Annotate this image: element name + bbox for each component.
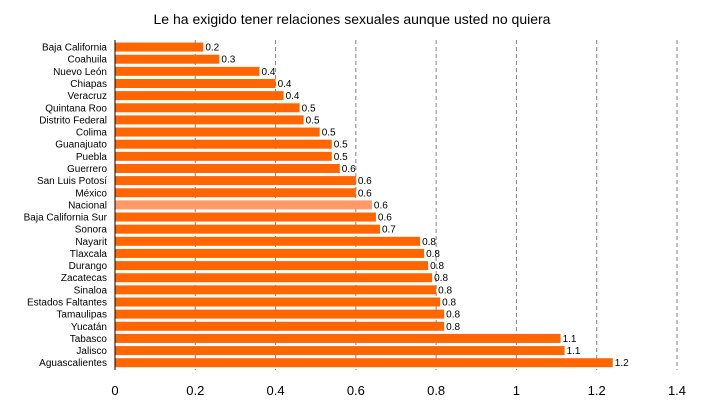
- category-label-1: Coahuila: [68, 55, 108, 66]
- value-label-22: 0.8: [446, 310, 460, 321]
- category-label-18: Durango: [69, 261, 108, 272]
- category-label-6: Distrito Federal: [39, 115, 107, 126]
- category-label-13: Nacional: [68, 200, 107, 211]
- bar-19: [115, 273, 433, 283]
- x-tick-label-6: 1.2: [588, 383, 606, 398]
- category-label-17: Tlaxcala: [70, 249, 108, 260]
- value-label-8: 0.5: [334, 140, 348, 151]
- bar-23: [115, 321, 445, 331]
- bar-17: [115, 248, 425, 258]
- category-label-7: Colima: [76, 128, 108, 139]
- bar-12: [115, 188, 356, 198]
- bar-8: [115, 139, 332, 149]
- value-label-12: 0.6: [358, 188, 372, 199]
- bar-15: [115, 224, 380, 234]
- value-label-0: 0.2: [205, 43, 219, 54]
- category-label-0: Baja California: [42, 43, 107, 54]
- bar-24: [115, 333, 561, 343]
- bars: [115, 42, 613, 368]
- category-label-22: Tamaulipas: [56, 310, 107, 321]
- category-label-9: Puebla: [76, 152, 108, 163]
- bar-9: [115, 151, 332, 161]
- value-label-3: 0.4: [278, 79, 292, 90]
- bar-1: [115, 54, 220, 64]
- value-label-21: 0.8: [442, 298, 456, 309]
- category-label-24: Tabasco: [70, 334, 108, 345]
- value-label-10: 0.6: [342, 164, 356, 175]
- value-label-7: 0.5: [322, 128, 336, 139]
- bar-21: [115, 297, 441, 307]
- value-label-18: 0.8: [430, 261, 444, 272]
- x-tick-label-5: 1: [513, 383, 520, 398]
- bar-18: [115, 261, 429, 271]
- value-label-23: 0.8: [446, 322, 460, 333]
- category-label-23: Yucatán: [71, 322, 107, 333]
- value-label-4: 0.4: [286, 91, 300, 102]
- category-label-10: Guerrero: [67, 164, 107, 175]
- value-label-24: 1.1: [563, 334, 577, 345]
- category-label-25: Jalisco: [76, 346, 107, 357]
- category-label-16: Nayarit: [75, 237, 107, 248]
- x-tick-label-1: 0.2: [186, 383, 204, 398]
- category-label-3: Chiapas: [70, 79, 107, 90]
- bar-20: [115, 285, 437, 295]
- bar-5: [115, 103, 300, 113]
- x-axis-ticks: 0 0.2 0.4 0.6 0.8 1 1.2 1.4: [111, 383, 686, 398]
- value-label-6: 0.5: [306, 115, 320, 126]
- bar-14: [115, 212, 376, 222]
- bar-16: [115, 236, 421, 246]
- value-label-19: 0.8: [434, 273, 448, 284]
- value-labels: 0.20.30.40.40.40.50.50.50.50.50.60.60.60…: [205, 43, 629, 370]
- x-tick-label-7: 1.4: [668, 383, 686, 398]
- bar-6: [115, 115, 304, 125]
- value-label-1: 0.3: [221, 55, 235, 66]
- value-label-13: 0.6: [374, 200, 388, 211]
- x-tick-label-4: 0.8: [427, 383, 445, 398]
- bar-25: [115, 346, 565, 356]
- bar-2: [115, 66, 260, 76]
- value-label-2: 0.4: [262, 67, 276, 78]
- category-label-15: Sonora: [75, 225, 108, 236]
- category-label-19: Zacatecas: [61, 273, 107, 284]
- bar-7: [115, 127, 320, 137]
- value-label-20: 0.8: [438, 285, 452, 296]
- value-label-11: 0.6: [358, 176, 372, 187]
- category-label-12: México: [75, 188, 107, 199]
- value-label-26: 1.2: [615, 358, 629, 369]
- bar-0: [115, 42, 204, 52]
- category-label-2: Nuevo León: [53, 67, 107, 78]
- x-tick-label-0: 0: [111, 383, 118, 398]
- chart-title: Le ha exigido tener relaciones sexuales …: [154, 11, 551, 27]
- category-label-21: Estados Faltantes: [27, 298, 107, 309]
- category-label-11: San Luis Potosí: [37, 176, 107, 187]
- value-label-17: 0.8: [426, 249, 440, 260]
- category-label-20: Sinaloa: [74, 285, 108, 296]
- value-label-5: 0.5: [302, 103, 316, 114]
- category-label-5: Quintana Roo: [45, 103, 107, 114]
- bar-11: [115, 176, 356, 186]
- bar-3: [115, 78, 276, 88]
- x-tick-label-2: 0.4: [267, 383, 285, 398]
- x-tick-label-3: 0.6: [347, 383, 365, 398]
- value-label-15: 0.7: [382, 225, 396, 236]
- value-label-16: 0.8: [422, 237, 436, 248]
- bar-4: [115, 91, 284, 101]
- value-label-9: 0.5: [334, 152, 348, 163]
- category-label-26: Aguascalientes: [39, 358, 107, 369]
- category-label-4: Veracruz: [68, 91, 107, 102]
- bar-10: [115, 163, 340, 173]
- bar-13: [115, 200, 372, 210]
- value-label-14: 0.6: [378, 213, 392, 224]
- value-label-25: 1.1: [567, 346, 581, 357]
- bar-26: [115, 358, 613, 368]
- category-label-8: Guanajuato: [55, 140, 107, 151]
- category-label-14: Baja California Sur: [24, 213, 108, 224]
- bar-22: [115, 309, 445, 319]
